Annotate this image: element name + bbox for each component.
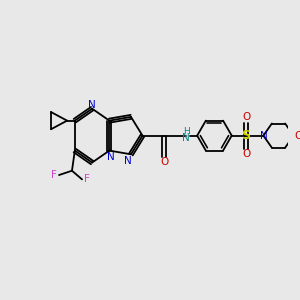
Text: S: S (242, 129, 250, 142)
Text: N: N (182, 134, 190, 143)
Text: N: N (124, 156, 132, 166)
Text: O: O (295, 130, 300, 141)
Text: F: F (84, 174, 90, 184)
Text: F: F (51, 170, 57, 180)
Text: H: H (183, 127, 190, 136)
Text: O: O (160, 158, 169, 167)
Text: N: N (88, 100, 96, 110)
Text: N: N (107, 152, 115, 162)
Text: O: O (242, 149, 250, 159)
Text: N: N (260, 130, 267, 141)
Text: O: O (242, 112, 250, 122)
